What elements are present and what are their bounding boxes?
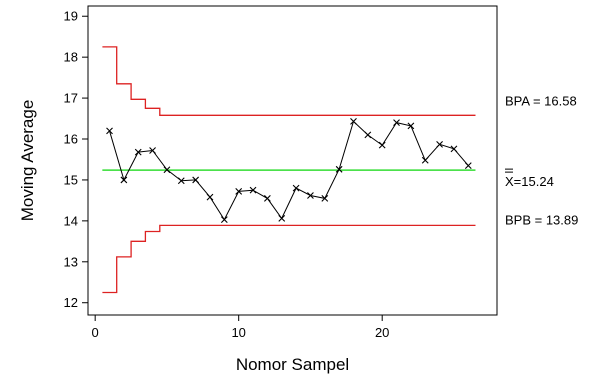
data-point bbox=[106, 127, 113, 135]
y-axis-label: Moving Average bbox=[18, 100, 37, 222]
data-point bbox=[220, 216, 228, 224]
data-point bbox=[206, 193, 214, 201]
data-point bbox=[278, 215, 286, 222]
y-tick-label: 15 bbox=[64, 172, 78, 187]
data-point bbox=[149, 147, 156, 154]
data-point bbox=[321, 194, 329, 202]
y-tick-label: 12 bbox=[64, 295, 78, 310]
plot-frame bbox=[87, 5, 498, 316]
data-point bbox=[450, 145, 458, 153]
data-point bbox=[421, 156, 429, 164]
upper-control-limit-line bbox=[102, 46, 476, 116]
y-axis-ticks: 12 13 14 15 16 17 18 19 bbox=[64, 9, 88, 310]
data-point bbox=[350, 118, 357, 125]
ucl-step-line bbox=[102, 46, 476, 116]
data-point bbox=[163, 166, 171, 174]
data-point bbox=[249, 186, 257, 194]
lower-control-limit-line bbox=[102, 224, 476, 294]
x-tick-label: 0 bbox=[92, 325, 99, 340]
data-point bbox=[177, 177, 185, 185]
y-tick-label: 13 bbox=[64, 254, 78, 269]
lcl-step-line bbox=[102, 224, 476, 294]
data-point bbox=[464, 162, 472, 170]
data-point bbox=[335, 165, 343, 173]
data-point bbox=[407, 122, 415, 130]
data-point bbox=[436, 140, 443, 148]
data-point bbox=[120, 176, 128, 184]
center-annotation: X=15.24 bbox=[505, 174, 554, 189]
ucl-annotation: BPA = 16.58 bbox=[505, 93, 577, 108]
y-tick-label: 19 bbox=[64, 9, 78, 24]
data-point bbox=[292, 184, 300, 192]
data-point bbox=[235, 188, 243, 195]
x-axis-ticks: 0 10 20 bbox=[92, 315, 389, 340]
lcl-annotation: BPB = 13.89 bbox=[505, 212, 578, 227]
x-tick-label: 10 bbox=[231, 325, 245, 340]
x-tick-label: 20 bbox=[375, 325, 389, 340]
moving-average-series bbox=[106, 118, 472, 224]
data-point bbox=[378, 141, 386, 149]
data-point bbox=[393, 119, 400, 127]
y-tick-label: 17 bbox=[64, 91, 78, 106]
data-point bbox=[307, 192, 314, 199]
y-tick-label: 18 bbox=[64, 50, 78, 65]
y-tick-label: 16 bbox=[64, 132, 78, 147]
data-point bbox=[134, 148, 142, 156]
x-axis-label: Nomor Sampel bbox=[236, 355, 349, 374]
data-point bbox=[364, 131, 372, 139]
y-tick-label: 14 bbox=[64, 213, 78, 228]
data-point bbox=[263, 194, 271, 202]
data-point bbox=[192, 176, 200, 184]
